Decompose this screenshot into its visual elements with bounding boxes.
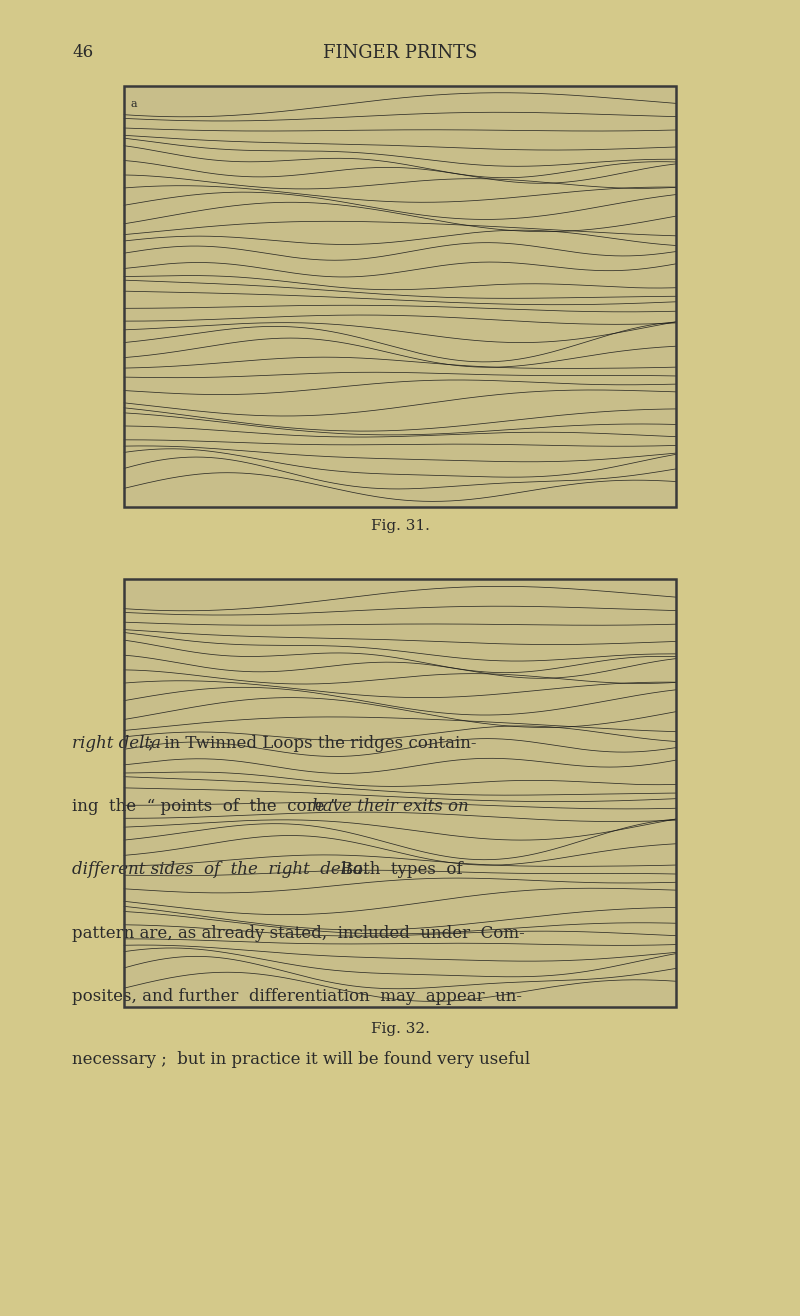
Bar bbox=[124, 86, 676, 507]
Bar bbox=[124, 86, 676, 507]
Text: Fig. 32.: Fig. 32. bbox=[370, 1023, 430, 1036]
Text: have their exits on: have their exits on bbox=[312, 799, 469, 815]
Text: 46: 46 bbox=[72, 45, 93, 61]
Text: necessary ;  but in practice it will be found very useful: necessary ; but in practice it will be f… bbox=[72, 1051, 530, 1067]
Text: ing  the  “ points  of  the  core ”: ing the “ points of the core ” bbox=[72, 799, 349, 815]
Text: a: a bbox=[130, 99, 137, 109]
Text: FINGER PRINTS: FINGER PRINTS bbox=[323, 43, 477, 62]
Bar bbox=[124, 579, 676, 1007]
Text: posites, and further  differentiation  may  appear  un-: posites, and further differentiation may… bbox=[72, 988, 522, 1004]
Text: pattern are, as already stated,  included  under  Com-: pattern are, as already stated, included… bbox=[72, 925, 525, 941]
Text: right delta: right delta bbox=[72, 736, 161, 751]
Text: Fig. 31.: Fig. 31. bbox=[370, 520, 430, 533]
Text: Both  types  of: Both types of bbox=[325, 862, 462, 878]
Text: ;  in Twinned Loops the ridges contain-: ; in Twinned Loops the ridges contain- bbox=[143, 736, 477, 751]
Text: different sides  of  the  right  delta.: different sides of the right delta. bbox=[72, 862, 368, 878]
Bar bbox=[124, 579, 676, 1007]
